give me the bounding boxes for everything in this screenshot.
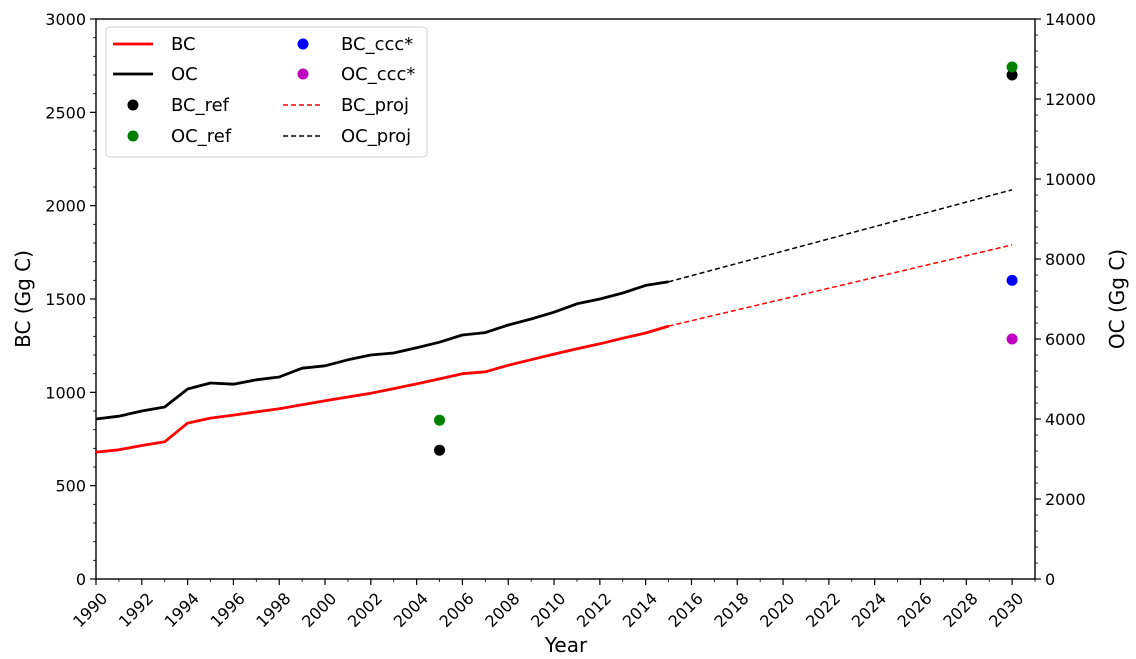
y-right-tick-label: 12000 (1045, 90, 1096, 109)
x-tick-label: 1998 (252, 589, 294, 631)
x-tick-label: 2022 (802, 589, 844, 631)
oc-line (95, 280, 669, 421)
y-left-tick-label: 1000 (45, 383, 86, 402)
x-tick-label: 2030 (985, 589, 1027, 631)
legend-label-oc-ref: OC_ref (171, 126, 232, 147)
y-axis-left: 0 500 1000 1500 2000 2500 3000 (45, 10, 96, 589)
x-tick-label: 2014 (619, 589, 661, 631)
y-left-tick-label: 0 (76, 570, 86, 589)
x-tick-label: 2006 (436, 589, 478, 631)
legend-label-bc: BC (171, 34, 196, 55)
y-right-tick-label: 8000 (1045, 250, 1086, 269)
legend-box (105, 26, 428, 158)
x-tick-label: 2000 (298, 589, 340, 631)
legend: BC OC BC_ref OC_ref BC_ccc* OC_ccc* BC_proj OC_… (105, 26, 428, 158)
legend-label-bc-ccc: BC_ccc* (341, 34, 413, 55)
x-tick-label: 2026 (894, 589, 936, 631)
legend-label-bc-proj: BC_proj (341, 95, 409, 116)
legend-marker-oc-ccc (297, 68, 309, 80)
y-axis-right-title: OC (Gg C) (1105, 249, 1129, 349)
x-tick-label: 2018 (710, 589, 752, 631)
x-tick-label: 2024 (848, 589, 890, 631)
y-right-tick-label: 6000 (1045, 330, 1086, 349)
x-tick-label: 1990 (69, 589, 111, 631)
oc-ref-point (1006, 61, 1018, 73)
legend-label-oc: OC (171, 64, 198, 85)
x-tick-label: 2028 (939, 589, 981, 631)
y-axis-left-title: BC (Gg C) (11, 250, 35, 348)
bc-proj-line (668, 244, 1013, 327)
x-tick-label: 1994 (161, 589, 203, 631)
x-tick-label: 2008 (481, 589, 523, 631)
bc-ref-point (434, 444, 446, 456)
x-axis: 1990 1992 1994 1996 1998 2000 2002 2004 2006 2008… (69, 579, 1036, 631)
x-axis-title: Year (544, 633, 588, 657)
bc-ref-point (1006, 69, 1018, 81)
x-tick-label: 2020 (756, 589, 798, 631)
bc-line (95, 324, 670, 454)
y-right-tick-label: 0 (1045, 570, 1055, 589)
legend-label-bc-ref: BC_ref (171, 95, 230, 116)
bc-ccc-point (1006, 274, 1018, 286)
y-right-tick-label: 14000 (1045, 10, 1096, 29)
oc-ccc-point (1006, 333, 1018, 345)
y-right-tick-label: 4000 (1045, 410, 1086, 429)
legend-marker-bc-ccc (297, 38, 309, 50)
x-tick-label: 2016 (665, 589, 707, 631)
x-tick-label: 2010 (527, 589, 569, 631)
y-right-tick-label: 2000 (1045, 490, 1086, 509)
y-left-tick-label: 3000 (45, 10, 86, 29)
y-left-tick-label: 2500 (45, 103, 86, 122)
legend-label-oc-ccc: OC_ccc* (341, 64, 415, 85)
y-left-tick-label: 500 (55, 477, 86, 496)
oc-proj-line (668, 189, 1013, 283)
y-axis-right: 0 2000 4000 6000 8000 10000 12000 14000 (1035, 10, 1096, 589)
y-right-tick-label: 10000 (1045, 170, 1096, 189)
oc-ref-point (434, 414, 446, 426)
x-tick-label: 2012 (573, 589, 615, 631)
x-tick-label: 1996 (207, 589, 249, 631)
x-tick-label: 1992 (115, 589, 157, 631)
y-left-tick-label: 2000 (45, 197, 86, 216)
legend-marker-bc-ref (127, 99, 139, 111)
y-left-tick-label: 1500 (45, 290, 86, 309)
series-layer (95, 61, 1018, 456)
x-tick-label: 2002 (344, 589, 386, 631)
legend-marker-oc-ref (127, 130, 139, 142)
legend-label-oc-proj: OC_proj (341, 126, 411, 147)
x-tick-label: 2004 (390, 589, 432, 631)
